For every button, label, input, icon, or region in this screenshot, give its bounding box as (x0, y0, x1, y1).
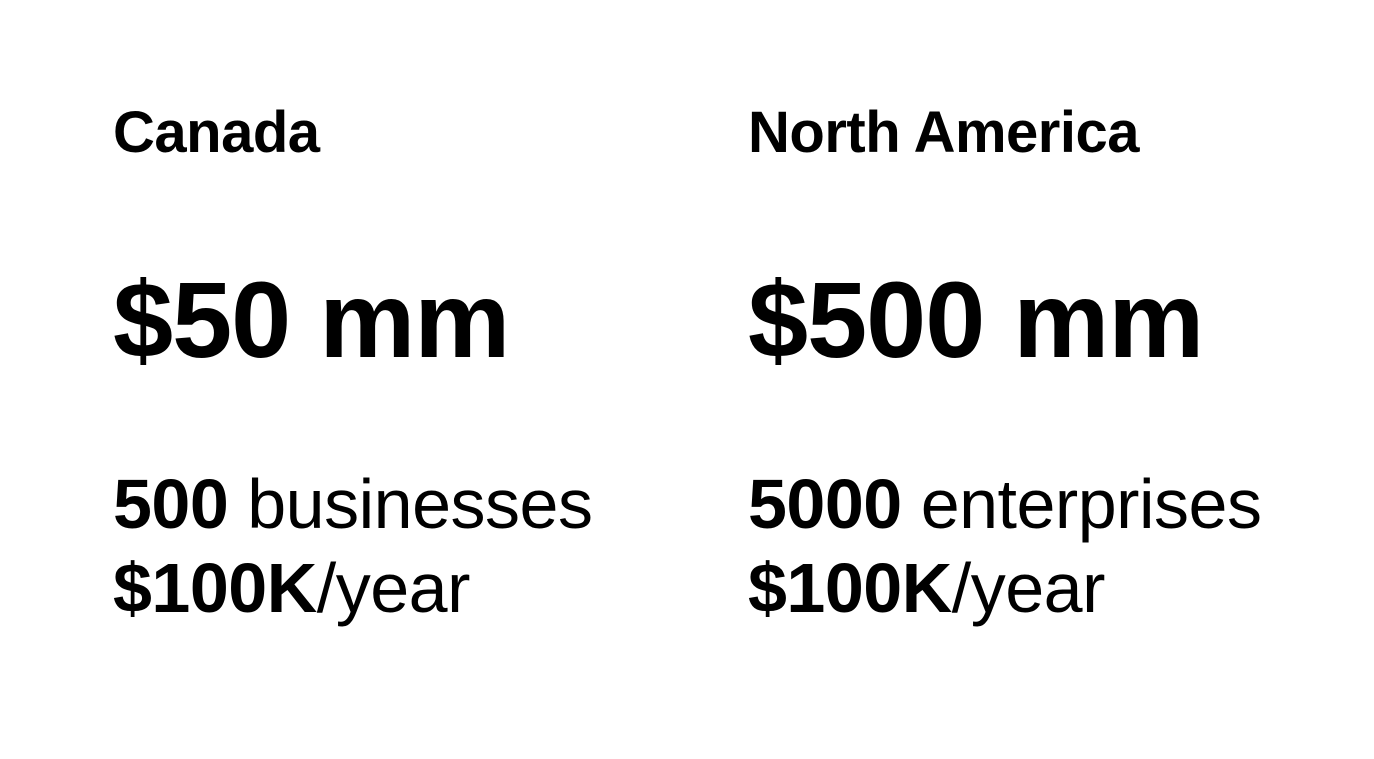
revenue-line: $100K/year (113, 546, 733, 630)
revenue-amount: $100K (113, 549, 317, 627)
revenue-amount: $100K (748, 549, 952, 627)
market-size-value: $50 mm (113, 259, 510, 380)
region-title: North America (748, 100, 1140, 165)
business-count-label: enterprises (920, 465, 1262, 543)
region-title: Canada (113, 100, 320, 165)
business-count-label: businesses (247, 465, 593, 543)
stats-block: 500 businesses $100K/year (113, 462, 733, 630)
revenue-suffix: /year (316, 549, 471, 627)
business-count: 5000 (748, 465, 902, 543)
stats-block: 5000 enterprises $100K/year (748, 462, 1368, 630)
revenue-suffix: /year (951, 549, 1106, 627)
business-count-line: 500 businesses (113, 462, 733, 546)
business-count-line: 5000 enterprises (748, 462, 1368, 546)
market-size-value: $500 mm (748, 259, 1204, 380)
revenue-line: $100K/year (748, 546, 1368, 630)
column-canada: Canada $50 mm 500 businesses $100K/year (113, 104, 733, 630)
column-north-america: North America $500 mm 5000 enterprises $… (748, 104, 1368, 630)
business-count: 500 (113, 465, 229, 543)
